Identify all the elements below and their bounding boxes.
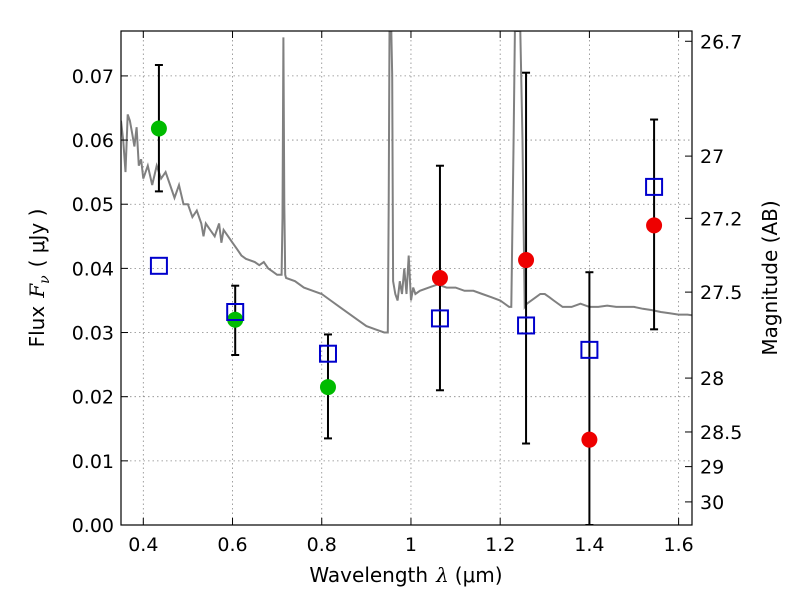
x-tick-label: 1.6 (664, 534, 694, 556)
y-tick-label: 0.02 (72, 387, 114, 409)
y2-tick-label: 27.5 (700, 282, 742, 304)
model-photometry-square (318, 344, 337, 363)
plot-frame (120, 30, 693, 526)
x-tick-label: 1.2 (485, 534, 515, 556)
ir-detection-point (518, 252, 535, 269)
y-axis-title: FluxFν( μJy ) (25, 209, 53, 348)
model-photometry-square (645, 177, 664, 196)
y-tick-label: 0.00 (72, 515, 114, 537)
ir-detection-point (581, 431, 598, 448)
y-tick-label: 0.01 (72, 451, 114, 473)
x-tick-label: 1.4 (574, 534, 604, 556)
y2-tick-label: 27 (700, 146, 724, 168)
y2-tick-label: 26.7 (700, 31, 742, 53)
y2-axis-title: Magnitude (AB) (758, 200, 782, 355)
x-axis-title: Wavelength λ (μm) (309, 563, 502, 587)
model-photometry-square (517, 316, 536, 335)
y2-tick-label: 29 (700, 457, 724, 479)
model-photometry-square (149, 256, 168, 275)
axis-ticks: 0.4 0.6 0.8 1 1.2 1.4 1.6 0.00 0.01 0.02 0.03 0.04 0… (72, 31, 742, 556)
y2-tick-label: 30 (700, 492, 724, 514)
x-tick-label: 0.6 (217, 534, 247, 556)
y2-tick-label: 27.2 (700, 208, 742, 230)
y-tick-label: 0.05 (72, 194, 114, 216)
model-photometry-square (430, 309, 449, 328)
ir-detection-point (431, 270, 448, 286)
y-tick-label: 0.06 (72, 130, 114, 152)
x-tick-label: 0.4 (128, 534, 158, 556)
optical-detection-point (150, 120, 167, 137)
plot-area (121, 31, 692, 525)
optical-detection-point (319, 379, 336, 396)
y2-tick-label: 28 (700, 368, 724, 390)
markers (149, 120, 664, 448)
y-tick-label: 0.04 (72, 258, 114, 280)
model-photometry-square (580, 340, 599, 359)
y2-tick-label: 28.5 (700, 422, 742, 444)
y-tick-label: 0.03 (72, 323, 114, 345)
x-tick-label: 0.8 (307, 534, 337, 556)
ir-detection-point (646, 217, 663, 234)
model-photometry-square (226, 303, 245, 322)
x-tick-label: 1 (405, 534, 417, 556)
y-tick-label: 0.07 (72, 66, 114, 88)
error-bars (154, 64, 659, 525)
model-spectrum-line (121, 31, 692, 334)
